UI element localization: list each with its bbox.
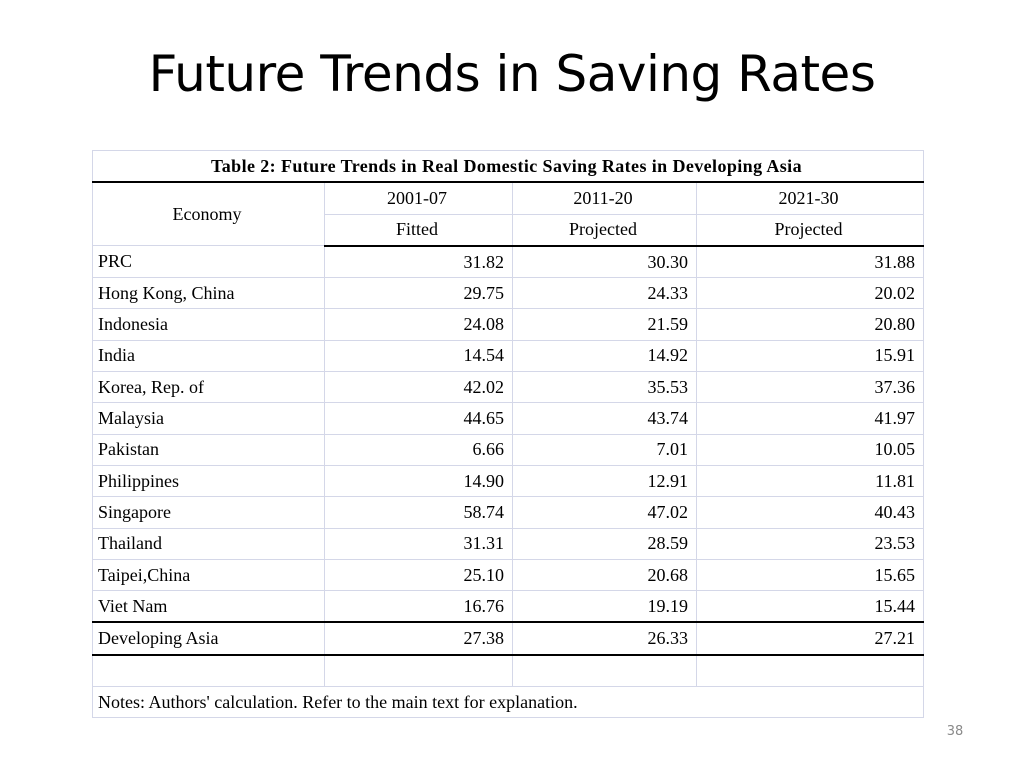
notes-row: Notes: Authors' calculation. Refer to th…	[91, 686, 925, 719]
table-notes: Notes: Authors' calculation. Refer to th…	[91, 686, 925, 719]
value-cell: 35.53	[512, 371, 697, 404]
value-cell: 16.76	[324, 590, 513, 623]
economy-name-cell: India	[92, 339, 325, 373]
value-cell: 27.38	[324, 621, 513, 656]
table-row: Philippines 14.90 12.91 11.81	[92, 464, 925, 498]
value-cell: 37.36	[695, 371, 925, 404]
value-cell: 15.65	[695, 558, 925, 592]
value-cell: 14.54	[324, 339, 513, 373]
economy-name-cell: Taipei,China	[92, 558, 325, 592]
caption-row: Table 2: Future Trends in Real Domestic …	[91, 150, 925, 184]
kind-header: Projected	[512, 213, 697, 247]
value-cell: 41.97	[695, 402, 925, 435]
value-cell: 25.10	[324, 558, 513, 592]
saving-rates-table: Table 2: Future Trends in Real Domestic …	[91, 150, 925, 719]
economy-name-cell: Thailand	[92, 527, 325, 560]
value-cell: 20.68	[512, 558, 697, 592]
value-cell: 20.02	[695, 277, 925, 310]
table-row: PRC 31.82 30.30 31.88	[92, 245, 925, 279]
value-cell: 31.88	[695, 245, 925, 279]
economy-name-cell: Hong Kong, China	[92, 277, 325, 310]
value-cell: 24.08	[324, 308, 513, 341]
empty-cell	[92, 654, 325, 688]
value-cell: 27.21	[695, 621, 925, 656]
table-row: Hong Kong, China 29.75 24.33 20.02	[92, 277, 925, 310]
value-cell: 29.75	[324, 277, 513, 310]
period-header: 2001-07	[324, 181, 513, 215]
value-cell: 14.90	[324, 464, 513, 498]
value-cell: 40.43	[695, 496, 925, 529]
economy-name-cell: Developing Asia	[92, 621, 325, 656]
header-row-kinds: Fitted Projected Projected	[93, 213, 925, 247]
economy-column-header: Economy	[92, 181, 325, 247]
value-cell: 15.44	[695, 590, 925, 623]
value-cell: 30.30	[512, 245, 697, 279]
kind-header: Projected	[695, 213, 925, 247]
period-header: 2011-20	[512, 181, 697, 215]
value-cell: 23.53	[695, 527, 925, 560]
economy-name-cell: Korea, Rep. of	[92, 371, 325, 404]
table-row: Pakistan 6.66 7.01 10.05	[92, 433, 925, 466]
value-cell: 31.82	[324, 245, 513, 279]
value-cell: 28.59	[512, 527, 697, 560]
value-cell: 19.19	[512, 590, 697, 623]
table-row: India 14.54 14.92 15.91	[92, 339, 925, 373]
table-row: Malaysia 44.65 43.74 41.97	[92, 402, 925, 435]
page-number: 38	[946, 724, 964, 739]
economy-name-cell: PRC	[92, 245, 325, 279]
total-row: Developing Asia 27.38 26.33 27.21	[92, 621, 925, 656]
economy-name-cell: Singapore	[92, 496, 325, 529]
table-row: Thailand 31.31 28.59 23.53	[92, 527, 925, 560]
value-cell: 7.01	[512, 433, 697, 466]
table-caption: Table 2: Future Trends in Real Domestic …	[91, 150, 925, 184]
value-cell: 47.02	[512, 496, 697, 529]
value-cell: 44.65	[324, 402, 513, 435]
kind-header: Fitted	[324, 213, 513, 247]
value-cell: 24.33	[512, 277, 697, 310]
table-row: Indonesia 24.08 21.59 20.80	[92, 308, 925, 341]
economy-name-cell: Malaysia	[92, 402, 325, 435]
table-row: Singapore 58.74 47.02 40.43	[92, 496, 925, 529]
empty-cell	[512, 654, 697, 688]
economy-name-cell: Pakistan	[92, 433, 325, 466]
empty-cell	[324, 654, 513, 688]
table-row: Viet Nam 16.76 19.19 15.44	[92, 590, 925, 623]
value-cell: 31.31	[324, 527, 513, 560]
value-cell: 14.92	[512, 339, 697, 373]
economy-name-cell: Philippines	[92, 464, 325, 498]
header-row-periods: Economy 2001-07 2011-20 2021-30	[92, 181, 925, 247]
table-body: Table 2: Future Trends in Real Domestic …	[91, 150, 925, 719]
value-cell: 26.33	[512, 621, 697, 656]
economy-name-cell: Viet Nam	[92, 590, 325, 623]
value-cell: 10.05	[695, 433, 925, 466]
period-header: 2021-30	[695, 181, 925, 215]
economy-name-cell: Indonesia	[92, 308, 325, 341]
value-cell: 43.74	[512, 402, 697, 435]
slide-title: Future Trends in Saving Rates	[148, 45, 876, 103]
value-cell: 11.81	[695, 464, 925, 498]
table-row: Korea, Rep. of 42.02 35.53 37.36	[92, 371, 925, 404]
value-cell: 15.91	[695, 339, 925, 373]
value-cell: 21.59	[512, 308, 697, 341]
value-cell: 6.66	[324, 433, 513, 466]
value-cell: 58.74	[324, 496, 513, 529]
table-row: Taipei,China 25.10 20.68 15.65	[92, 558, 925, 592]
value-cell: 20.80	[695, 308, 925, 341]
empty-cell	[695, 654, 925, 688]
spacer-row	[92, 654, 925, 688]
value-cell: 12.91	[512, 464, 697, 498]
value-cell: 42.02	[324, 371, 513, 404]
